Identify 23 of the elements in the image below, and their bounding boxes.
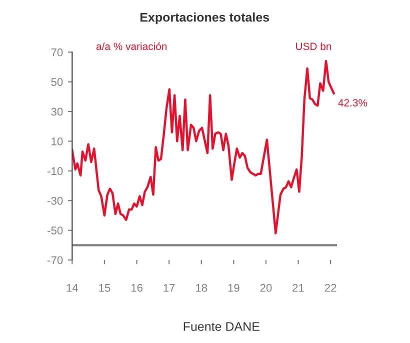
x-tick-label: 16 bbox=[131, 284, 142, 292]
y-tick-label: 70 bbox=[51, 48, 63, 56]
y-tick-label: -10 bbox=[48, 167, 63, 176]
x-tick-label: 19 bbox=[228, 284, 240, 292]
y-tick-label: -50 bbox=[48, 226, 63, 234]
y-tick-label: 50 bbox=[51, 78, 63, 86]
x-tick-label: 18 bbox=[196, 284, 208, 292]
y-tick-label: 10 bbox=[52, 137, 63, 146]
x-tick-label: 17 bbox=[164, 284, 175, 292]
x-tick-label: 20 bbox=[260, 284, 272, 292]
text: a/a % variación bbox=[96, 42, 167, 50]
annotation: 42.3% bbox=[338, 99, 368, 106]
source-note: Fuente DANE bbox=[184, 322, 260, 331]
y-tick-label: -70 bbox=[48, 256, 63, 264]
x-tick-label: 22 bbox=[324, 284, 336, 292]
line-series bbox=[72, 60, 335, 234]
x-tick-label: 15 bbox=[99, 284, 110, 292]
y-tick-label: -30 bbox=[48, 196, 63, 205]
x-tick-label: 14 bbox=[66, 284, 78, 292]
x-tick-label: 21 bbox=[292, 284, 304, 292]
chart-title: Exportaciones totales bbox=[140, 12, 270, 24]
y-tick-label: 30 bbox=[51, 108, 63, 116]
text: USD bn bbox=[296, 42, 332, 50]
